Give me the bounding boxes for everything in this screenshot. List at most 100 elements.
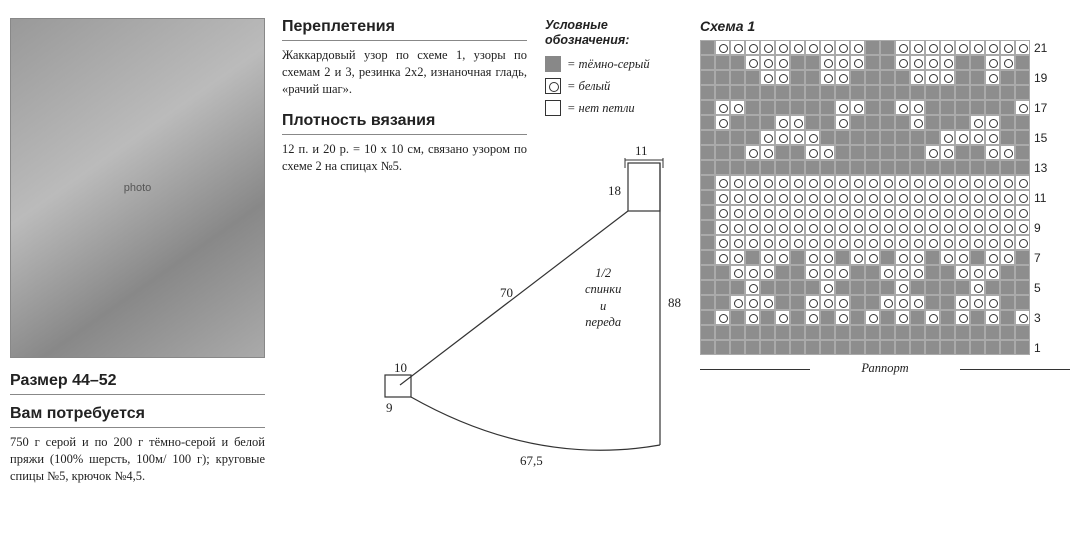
chart-cell [985,175,1000,190]
chart-row-number: 3 [1034,311,1054,325]
chart-cell [820,40,835,55]
chart-cell [820,205,835,220]
chart-cell [790,160,805,175]
chart-cell [865,190,880,205]
chart-cell [895,265,910,280]
chart-cell [775,205,790,220]
chart-cell [1015,160,1030,175]
chart-cell [715,40,730,55]
chart-cell [760,310,775,325]
chart-cell [760,280,775,295]
chart-cell [760,55,775,70]
chart-cell [745,175,760,190]
chart-cell [745,295,760,310]
chart-cell [895,100,910,115]
chart-cell [805,175,820,190]
chart-cell [910,265,925,280]
chart-cell [895,115,910,130]
chart-row-number: 15 [1034,131,1054,145]
chart-cell [910,55,925,70]
chart-cell [910,250,925,265]
chart-cell [970,325,985,340]
chart-cell [820,250,835,265]
chart-cell [925,265,940,280]
chart-cell [1000,340,1015,355]
chart-cell [820,130,835,145]
chart-cell [940,205,955,220]
chart-cell [955,130,970,145]
chart-cell [730,145,745,160]
chart-cell [760,115,775,130]
chart-cell [880,55,895,70]
chart-cell [805,205,820,220]
chart-row-number: 5 [1034,281,1054,295]
chart-cell [700,100,715,115]
chart-cell [775,100,790,115]
chart-cell [865,295,880,310]
chart-cell [880,340,895,355]
chart-cell [835,205,850,220]
chart-cell [940,145,955,160]
chart-cell [775,295,790,310]
legend-white-label: = белый [567,79,610,94]
chart-cell [790,55,805,70]
chart-cell [970,130,985,145]
chart-cell [865,310,880,325]
chart-cell [820,100,835,115]
chart-cell [805,280,820,295]
chart-cell [775,175,790,190]
chart-cell [910,205,925,220]
chart-cell [790,295,805,310]
chart-cell [700,205,715,220]
chart-cell [925,85,940,100]
chart-cell [970,265,985,280]
chart-cell [730,100,745,115]
chart-cell [940,340,955,355]
chart-cell [925,250,940,265]
chart-cell [895,175,910,190]
chart-cell [1015,235,1030,250]
chart-cell [835,145,850,160]
chart-cell [745,100,760,115]
chart-cell [775,250,790,265]
chart-cell [865,280,880,295]
chart-cell [1000,145,1015,160]
chart-cell [880,265,895,280]
chart-cell [970,190,985,205]
chart-cell [1015,280,1030,295]
chart-cell [940,325,955,340]
chart-cell [730,340,745,355]
chart-cell [730,130,745,145]
chart-cell [970,310,985,325]
chart-cell [895,310,910,325]
chart-cell [805,295,820,310]
chart-cell [925,130,940,145]
chart-cell [985,325,1000,340]
chart-cell [910,235,925,250]
chart-cell [715,130,730,145]
chart-cell [700,235,715,250]
chart-cell [880,130,895,145]
chart-cell [805,190,820,205]
chart-cell [940,235,955,250]
chart-cell [835,55,850,70]
chart-cell [985,235,1000,250]
chart-cell [730,85,745,100]
chart-cell [940,190,955,205]
chart-cell [835,250,850,265]
chart-cell [730,70,745,85]
chart-cell [1000,205,1015,220]
legend-dark-grey-label: = тёмно-серый [567,57,650,72]
chart-cell [805,130,820,145]
chart-cell [910,190,925,205]
chart-cell [805,340,820,355]
chart-cell [955,190,970,205]
chart-grid [700,40,1030,355]
chart-cell [955,340,970,355]
chart-row-number: 11 [1034,191,1054,205]
chart-cell [730,40,745,55]
chart-cell [1015,295,1030,310]
chart-cell [940,220,955,235]
chart-cell [715,175,730,190]
chart-cell [730,205,745,220]
